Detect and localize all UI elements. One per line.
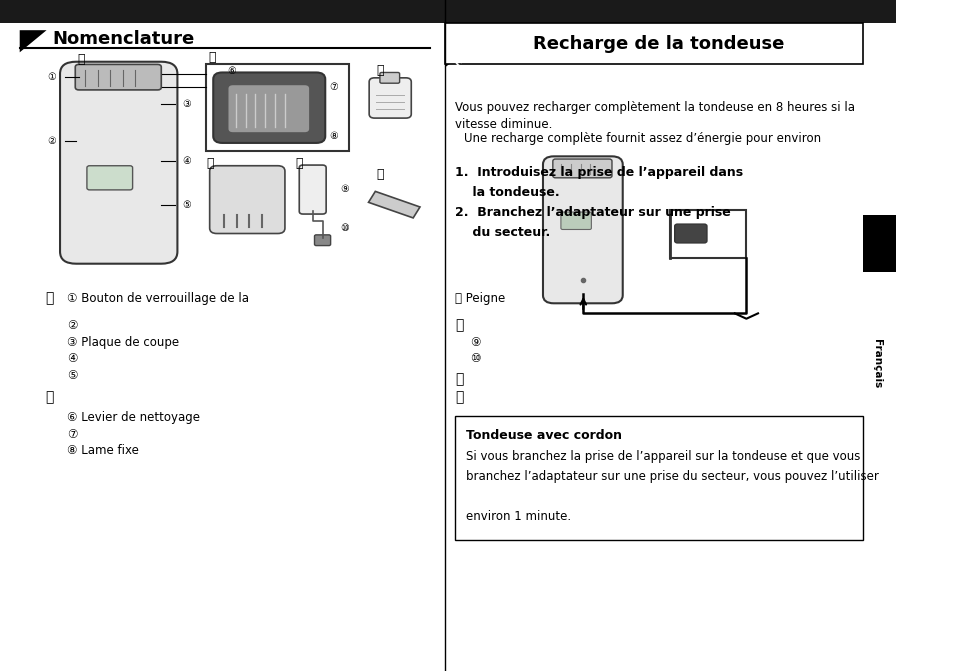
FancyBboxPatch shape xyxy=(229,85,309,132)
Text: Ⓓ: Ⓓ xyxy=(455,319,463,332)
FancyBboxPatch shape xyxy=(213,72,325,143)
Text: 1.  Introduisez la prise de l’appareil dans: 1. Introduisez la prise de l’appareil da… xyxy=(455,166,742,179)
FancyBboxPatch shape xyxy=(369,78,411,118)
Text: Ⓔ: Ⓔ xyxy=(375,64,383,77)
Text: branchez l’adaptateur sur une prise du secteur, vous pouvez l’utiliser: branchez l’adaptateur sur une prise du s… xyxy=(465,470,878,482)
Text: Ⓐ: Ⓐ xyxy=(77,52,85,66)
Text: Si vous branchez la prise de l’appareil sur la tondeuse et que vous: Si vous branchez la prise de l’appareil … xyxy=(465,450,860,462)
Text: ⑦: ⑦ xyxy=(329,83,337,92)
Text: ③ Plaque de coupe: ③ Plaque de coupe xyxy=(67,336,179,349)
Text: Nomenclature: Nomenclature xyxy=(51,30,194,48)
Text: ⑨: ⑨ xyxy=(340,185,349,194)
FancyBboxPatch shape xyxy=(552,159,611,178)
Text: ⑨: ⑨ xyxy=(470,336,480,349)
Text: ⑩: ⑩ xyxy=(340,223,349,233)
FancyBboxPatch shape xyxy=(0,0,895,23)
Text: Recharge de la tondeuse: Recharge de la tondeuse xyxy=(533,35,783,52)
Text: du secteur.: du secteur. xyxy=(455,226,550,240)
Text: Ⓔ: Ⓔ xyxy=(455,372,463,386)
Polygon shape xyxy=(445,23,503,67)
Text: Vous pouvez recharger complètement la tondeuse en 8 heures si la: Vous pouvez recharger complètement la to… xyxy=(455,101,854,114)
Text: Ⓕ: Ⓕ xyxy=(375,168,383,181)
Text: ⑦: ⑦ xyxy=(67,427,77,441)
FancyBboxPatch shape xyxy=(314,235,331,246)
FancyBboxPatch shape xyxy=(299,165,326,214)
Text: environ 1 minute.: environ 1 minute. xyxy=(465,510,571,523)
Text: ⑥ Levier de nettoyage: ⑥ Levier de nettoyage xyxy=(67,411,200,424)
Text: la tondeuse.: la tondeuse. xyxy=(455,186,559,199)
Text: Ⓓ: Ⓓ xyxy=(295,156,303,170)
Text: Ⓑ: Ⓑ xyxy=(208,50,215,64)
Text: 2.  Branchez l’adaptateur sur une prise: 2. Branchez l’adaptateur sur une prise xyxy=(455,206,730,219)
FancyBboxPatch shape xyxy=(379,72,399,83)
Text: ① Bouton de verrouillage de la: ① Bouton de verrouillage de la xyxy=(67,292,249,305)
Text: Ⓐ: Ⓐ xyxy=(45,292,53,305)
Polygon shape xyxy=(20,30,47,52)
Polygon shape xyxy=(368,191,419,218)
FancyBboxPatch shape xyxy=(455,416,862,540)
Text: ①: ① xyxy=(48,72,56,82)
Text: Français: Français xyxy=(871,339,881,388)
Text: ⑤: ⑤ xyxy=(67,369,77,382)
Text: ④: ④ xyxy=(67,352,77,366)
FancyBboxPatch shape xyxy=(445,23,862,64)
Text: Une recharge complète fournit assez d’énergie pour environ: Une recharge complète fournit assez d’én… xyxy=(464,132,821,146)
Text: Ⓑ: Ⓑ xyxy=(45,391,53,404)
FancyBboxPatch shape xyxy=(862,215,895,272)
Text: ⑩: ⑩ xyxy=(470,352,480,366)
FancyBboxPatch shape xyxy=(674,224,706,243)
Text: ②: ② xyxy=(48,136,56,146)
FancyBboxPatch shape xyxy=(60,62,177,264)
Text: Ⓒ Peigne: Ⓒ Peigne xyxy=(455,292,505,305)
FancyBboxPatch shape xyxy=(670,210,745,258)
Text: ⑥: ⑥ xyxy=(227,66,235,76)
Text: Ⓒ: Ⓒ xyxy=(206,156,213,170)
Text: ④: ④ xyxy=(182,156,191,166)
FancyBboxPatch shape xyxy=(206,64,349,151)
FancyBboxPatch shape xyxy=(542,156,622,303)
Text: Tondeuse avec cordon: Tondeuse avec cordon xyxy=(465,429,621,442)
Text: Ⓕ: Ⓕ xyxy=(455,391,463,404)
Text: ②: ② xyxy=(67,319,77,332)
Text: ⑧: ⑧ xyxy=(329,132,337,141)
FancyBboxPatch shape xyxy=(87,166,132,190)
FancyBboxPatch shape xyxy=(75,64,161,90)
FancyBboxPatch shape xyxy=(560,212,591,229)
Text: ⑧ Lame fixe: ⑧ Lame fixe xyxy=(67,444,139,458)
Text: Recharge: Recharge xyxy=(451,28,498,68)
Text: ⑤: ⑤ xyxy=(182,200,191,209)
Text: ③: ③ xyxy=(182,99,191,109)
FancyBboxPatch shape xyxy=(210,166,285,234)
Text: vitesse diminue.: vitesse diminue. xyxy=(455,117,552,131)
